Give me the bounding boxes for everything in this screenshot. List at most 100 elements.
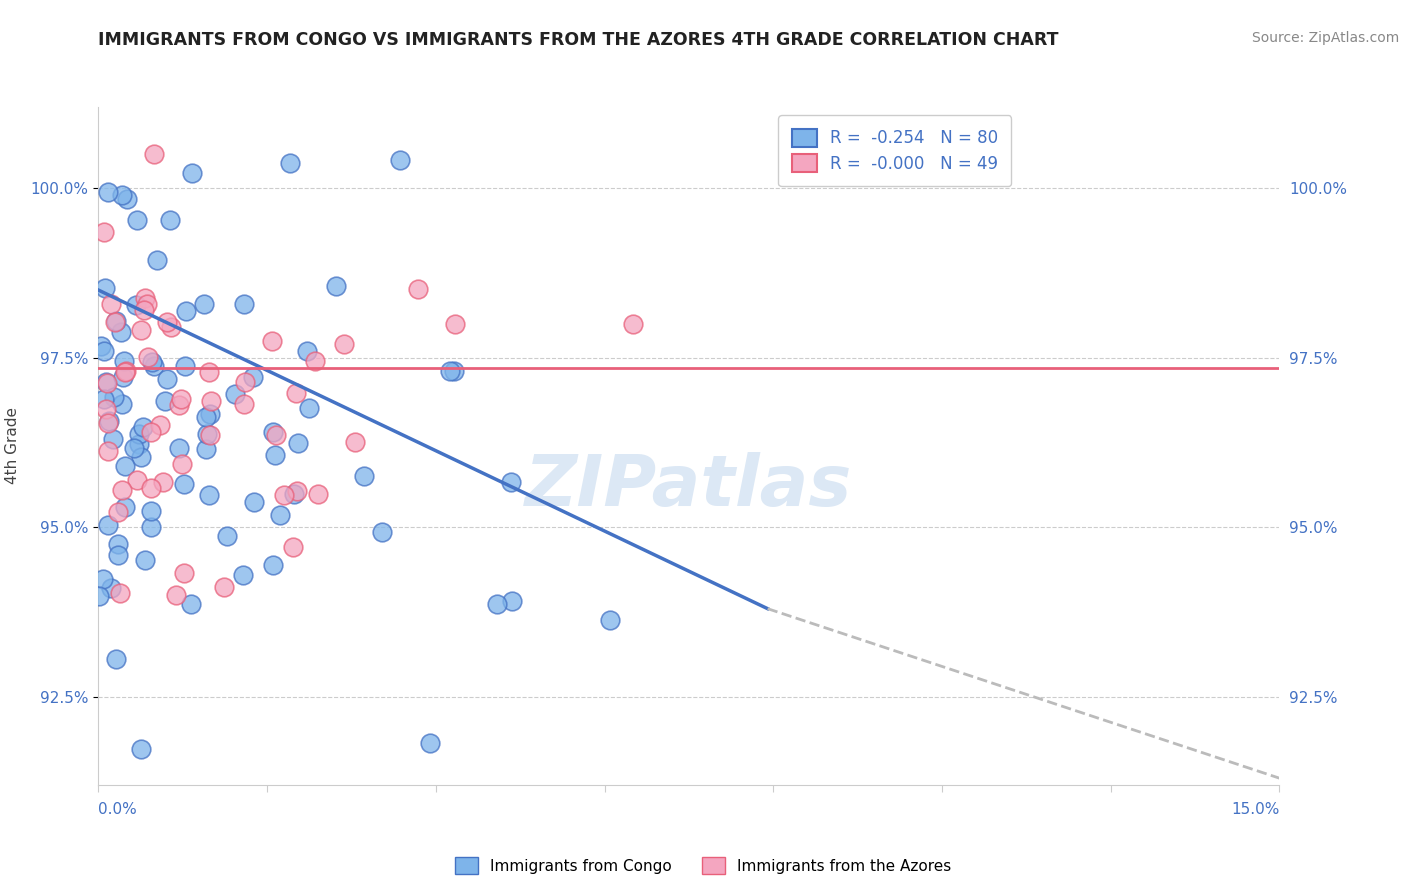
Point [94,402,117,417]
Point [114,365,136,379]
Point [155,394,177,409]
Point [131,450,153,464]
Point [173,566,195,580]
Point [406,282,429,296]
Point [485,597,508,611]
Point [173,476,195,491]
Point [224,387,246,401]
Point [214,580,236,594]
Point [170,457,193,471]
Text: ZIPatlas: ZIPatlas [526,452,852,521]
Point [111,187,134,202]
Point [111,483,134,498]
Point [94,281,117,295]
Point [136,350,159,364]
Point [111,370,134,384]
Point [419,736,441,750]
Point [200,394,222,409]
Point [100,297,122,311]
Point [143,147,166,161]
Point [443,364,465,378]
Text: 0.0%: 0.0% [98,802,138,817]
Point [283,540,305,554]
Point [195,409,218,424]
Point [134,291,156,305]
Legend: Immigrants from Congo, Immigrants from the Azores: Immigrants from Congo, Immigrants from t… [449,851,957,880]
Point [233,375,256,389]
Point [145,253,167,268]
Point [170,392,193,406]
Point [332,337,354,351]
Point [107,537,129,551]
Legend: R =  -0.254   N = 80, R =  -0.000   N = 49: R = -0.254 N = 80, R = -0.000 N = 49 [778,115,1011,186]
Point [114,363,136,377]
Point [174,304,197,318]
Point [128,437,150,451]
Point [97,518,120,533]
Point [156,316,179,330]
Point [167,441,190,455]
Point [125,298,148,312]
Point [128,426,150,441]
Point [198,407,221,421]
Point [443,318,465,332]
Point [115,192,138,206]
Point [198,365,221,379]
Point [141,355,163,369]
Point [159,213,181,227]
Point [149,417,172,432]
Point [307,487,329,501]
Point [269,508,291,522]
Point [112,353,135,368]
Point [107,549,129,563]
Point [215,529,238,543]
Point [141,481,163,495]
Point [198,488,221,502]
Point [501,594,523,608]
Point [273,487,295,501]
Point [139,425,162,439]
Point [101,432,124,446]
Point [96,376,118,390]
Point [152,475,174,489]
Point [136,297,159,311]
Point [129,742,152,756]
Point [103,390,125,404]
Point [599,613,621,627]
Text: Source: ZipAtlas.com: Source: ZipAtlas.com [1251,31,1399,45]
Point [98,414,121,428]
Point [195,442,218,457]
Point [96,185,118,199]
Point [180,597,202,611]
Point [165,588,187,602]
Point [122,441,145,455]
Point [295,344,318,359]
Point [134,553,156,567]
Point [160,320,183,334]
Point [110,325,132,339]
Point [114,500,136,514]
Point [287,436,309,450]
Point [262,558,284,573]
Point [156,372,179,386]
Point [174,359,197,373]
Point [100,581,122,595]
Point [232,568,254,582]
Text: 15.0%: 15.0% [1232,802,1279,817]
Point [139,504,162,518]
Point [283,487,305,501]
Point [388,153,411,167]
Point [298,401,321,416]
Point [105,314,128,328]
Point [371,525,394,540]
Point [103,315,125,329]
Point [108,586,131,600]
Point [114,459,136,474]
Point [284,386,307,401]
Point [93,344,115,359]
Point [180,166,202,180]
Point [131,323,153,337]
Point [266,428,288,442]
Point [96,376,118,391]
Point [142,359,165,373]
